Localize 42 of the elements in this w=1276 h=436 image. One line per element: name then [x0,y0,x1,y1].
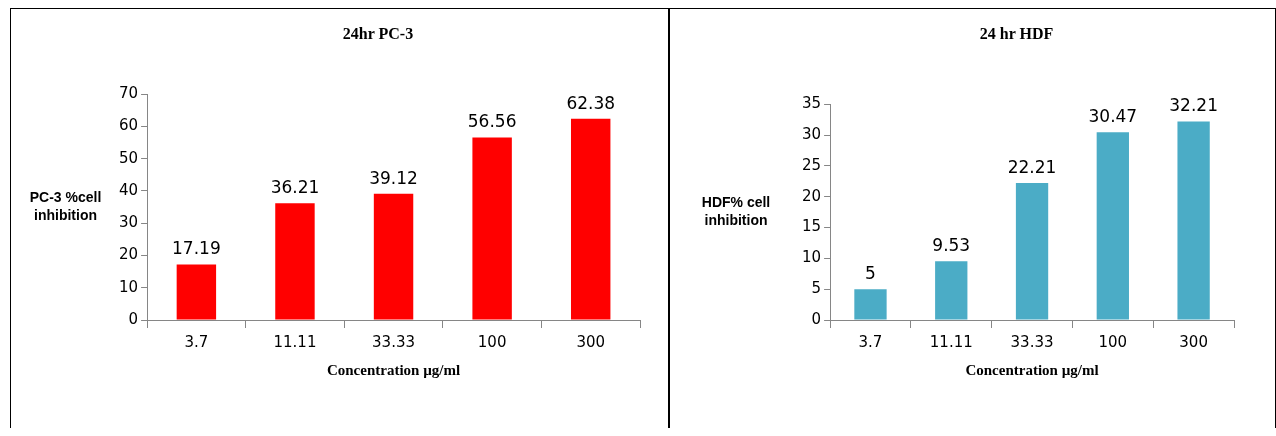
y-tick-label: 20 [118,245,139,264]
chart-title: 24 hr HDF [979,24,1054,42]
data-label: 22.21 [1007,156,1057,177]
data-label: 36.21 [270,177,320,198]
chart-title: 24hr PC-3 [342,24,414,42]
x-tick-label: 3.7 [184,332,209,351]
x-tick-label: 300 [576,332,606,351]
y-tick-label: 15 [801,217,822,236]
data-label: 5 [865,263,876,284]
y-tick-label: 10 [801,248,822,267]
data-label: 9.53 [932,235,971,256]
y-tick-label: 10 [118,277,139,296]
data-label: 30.47 [1088,106,1138,127]
x-axis-title: Concentration µg/ml [965,361,1099,378]
y-tick-label: 70 [118,84,139,103]
data-label: 62.38 [566,92,616,113]
x-tick-label: 11.11 [273,332,317,351]
y-tick-label: 25 [801,155,822,174]
y-tick-label: 0 [811,309,822,328]
x-tick-label: 33.33 [372,332,416,351]
x-tick-label: 100 [1098,332,1128,351]
data-label: 56.56 [467,111,517,132]
y-tick-label: 30 [801,124,822,143]
data-label: 39.12 [369,167,418,188]
x-tick-label: 300 [1179,332,1208,351]
y-tick-label: 5 [811,279,822,298]
x-tick-label: 11.11 [929,332,973,351]
x-tick-label: 3.7 [858,332,883,351]
y-tick-label: 35 [801,94,822,113]
data-label: 17.19 [172,238,221,259]
y-axis-title: PC-3 %cell inhibition [29,188,102,223]
x-tick-label: 33.33 [1010,332,1054,351]
data-label: 32.21 [1169,95,1218,116]
y-axis-title: HDF% cell inhibition [701,193,771,228]
y-tick-label: 50 [118,148,139,167]
y-tick-label: 0 [128,309,139,328]
y-tick-label: 40 [118,180,139,199]
y-tick-label: 20 [801,186,822,205]
x-axis-title: Concentration µg/ml [326,361,461,378]
y-tick-label: 60 [118,116,139,135]
y-tick-label: 30 [118,213,139,232]
x-tick-label: 100 [477,332,507,351]
